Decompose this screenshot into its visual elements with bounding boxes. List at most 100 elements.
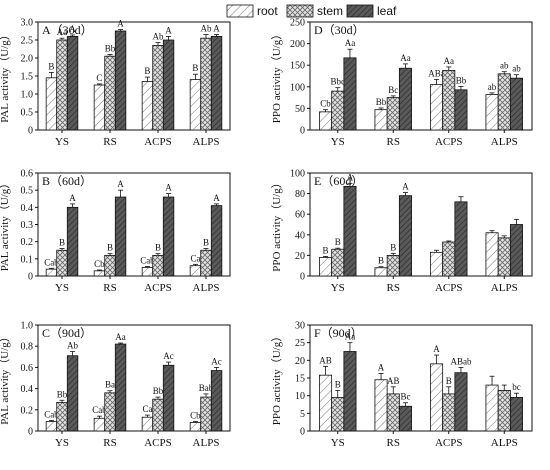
bar-stem [497,237,511,277]
legend-swatch-leaf [346,4,374,18]
bar-leaf [210,370,223,432]
bar-root [430,84,444,131]
significance-label: Aa [345,38,356,48]
bar-stem [152,45,164,131]
significance-label: A [347,172,354,182]
bar-root [141,81,154,131]
y-tick-label: 150 [290,61,305,72]
significance-label: Bb [57,389,68,399]
significance-label: Aa [57,27,68,37]
legend-label-leaf: leaf [377,4,397,18]
y-tick-label: 80 [295,189,305,200]
y-axis-label: PAL activity（U/g） [0,178,11,272]
y-tick-label: 250 [290,18,305,29]
panel-c: C（90d） 0 0.2 0.4 0.6 0.8 1.0 PAL activity（U/g） Y… [0,321,231,449]
bar-stem [56,401,68,432]
bar-root [485,94,499,131]
significance-label: Ca [190,253,200,263]
bar-root [93,270,106,277]
bar-root [374,109,388,131]
significance-label: A [378,362,385,372]
significance-label: B [155,243,161,253]
significance-label: AB [387,376,400,386]
x-tick-label: YS [55,136,69,148]
significance-label: A [165,25,172,35]
significance-label: Aa [115,332,126,342]
significance-label: A [433,344,440,354]
bar-root [485,384,499,432]
bar-stem [442,241,456,277]
significance-label: B [203,238,209,248]
panel-label: D（30d） [314,23,365,37]
bar-stem [104,392,116,432]
x-tick-label: YS [331,282,345,294]
bar-leaf [454,89,468,131]
y-tick-label: 0 [300,427,305,438]
bar-root [141,416,154,432]
y-tick-label: 60 [295,210,305,221]
y-axis-label: PAL activity（U/g） [0,29,11,123]
bar-stem [497,73,511,131]
plot-frame [309,172,533,277]
significance-label: Ab [67,341,78,351]
x-tick-label: ACPS [435,437,463,449]
y-tick-label: 0.6 [21,169,34,180]
y-tick-label: 0 [300,272,305,283]
y-tick-label: 0.1 [21,254,34,265]
y-tick-label: 5 [300,409,305,420]
x-tick-label: ALPS [491,437,518,449]
significance-label: bc [512,382,521,392]
y-tick-label: 50 [295,104,305,115]
bar-root [45,421,58,432]
significance-label: Ca [142,404,152,414]
bar-leaf [343,351,357,432]
significance-label: B [59,238,65,248]
x-tick-label: ACPS [144,437,172,449]
panel-label: A（30d） [42,23,93,37]
y-tick-label: 0 [28,272,33,283]
bar-leaf [66,206,79,277]
significance-label: ABa [428,68,445,78]
y-axis-label: PPO activity（U/g） [270,177,283,271]
y-tick-label: 0.4 [21,384,34,395]
x-tick-label: RS [387,136,400,148]
significance-label: Bab [199,383,214,393]
x-tick-label: RS [103,437,116,449]
legend-swatch-root [226,4,254,18]
significance-label: Ac [211,356,222,366]
y-tick-label: 25 [295,338,305,349]
bar-leaf [162,364,175,432]
bar-root [45,77,58,131]
legend-item-stem: stem [286,4,343,18]
x-tick-label: ACPS [144,282,172,294]
significance-label: C [96,73,102,83]
legend-item-root: root [226,4,278,18]
significance-label: Cab [44,257,59,267]
bar-root [189,79,202,131]
y-tick-label: 1.0 [21,321,34,332]
y-tick-label: 40 [295,230,305,241]
significance-label: Ba [105,380,115,390]
significance-label: Ab [201,24,212,34]
bar-stem [331,248,345,277]
significance-label: A [69,193,76,203]
significance-label: B [107,243,113,253]
y-tick-label: 0.5 [21,108,34,119]
significance-label: A [117,179,124,189]
significance-label: Ab [153,32,164,42]
significance-label: Cab [44,409,59,419]
bar-leaf [454,201,468,277]
significance-label: AB [319,355,332,365]
y-tick-label: 20 [295,356,305,367]
bar-stem [497,389,511,432]
x-tick-label: YS [331,437,345,449]
significance-label: Bc [400,392,410,402]
bar-stem [331,90,345,131]
y-tick-label: 0.6 [21,363,34,374]
bar-root [485,232,499,277]
bar-root [319,257,333,277]
bar-leaf [162,196,175,277]
significance-label: B [192,63,198,73]
